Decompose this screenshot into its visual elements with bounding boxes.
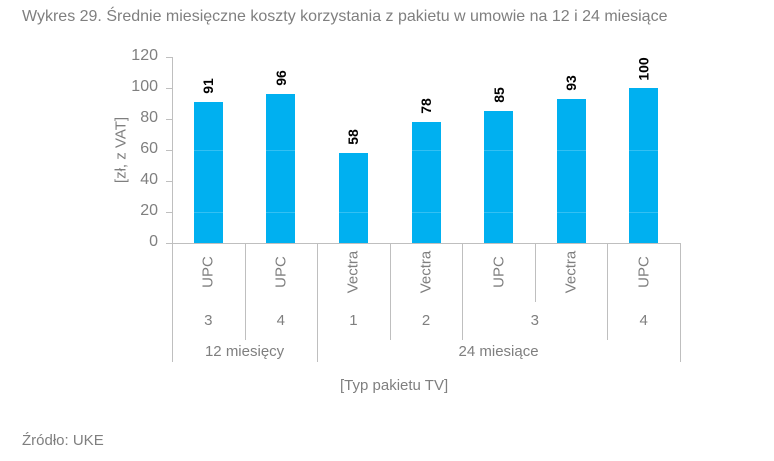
bar-gridline: [411, 211, 441, 213]
operator-label: UPC: [490, 256, 508, 288]
package-level-label: 4: [276, 312, 286, 329]
bar-gridline: [193, 211, 223, 213]
package-level-label: 1: [349, 312, 358, 329]
category-separator: [317, 243, 319, 302]
y-tick-label: 40: [140, 171, 158, 188]
bar-gridline: [556, 211, 586, 213]
package-level-label: 4: [639, 312, 648, 329]
bar-value-label: 96: [272, 70, 289, 86]
x-axis-line: [172, 243, 680, 244]
y-tick-mark: [166, 88, 172, 89]
category-separator: [607, 243, 609, 302]
group-separator: [680, 340, 681, 362]
group-separator: [317, 340, 319, 362]
operator-label: UPC: [272, 256, 290, 288]
operator-label: UPC: [635, 256, 653, 288]
bar-gridline: [484, 150, 514, 151]
y-tick-mark: [166, 181, 172, 182]
category-separator: [534, 243, 536, 302]
y-tick-mark: [166, 119, 172, 120]
package-separator: [389, 302, 391, 340]
bar-gridline: [629, 150, 659, 151]
y-tick-label: 20: [140, 202, 158, 219]
bar-value-label: 100: [635, 56, 652, 81]
package-level-label: 2: [421, 312, 431, 329]
y-tick-label: 60: [140, 140, 158, 157]
operator-label: Vectra: [417, 250, 435, 294]
y-axis-title: [zł, z VAT]: [112, 116, 130, 184]
chart-title: Wykres 29. Średnie miesięczne koszty kor…: [22, 8, 668, 25]
y-tick-label: 0: [149, 233, 158, 250]
package-separator: [680, 302, 681, 340]
bar-gridline: [629, 212, 659, 213]
bar-value-label: 91: [200, 78, 217, 94]
package-level-label: 3: [204, 312, 213, 329]
source-note: Źródło: UKE: [22, 432, 104, 449]
operator-label: UPC: [199, 256, 217, 288]
contract-group-label: 12 miesięcy: [204, 343, 285, 360]
category-separator: [172, 243, 173, 302]
group-separator: [172, 340, 173, 362]
y-tick-mark: [166, 57, 172, 58]
bar-value-label: 58: [345, 129, 362, 145]
y-tick-mark: [166, 150, 172, 151]
operator-label: Vectra: [344, 250, 362, 294]
bar-gridline: [338, 211, 368, 213]
bar: [266, 94, 296, 243]
bar: [484, 111, 514, 243]
bar: [629, 88, 659, 243]
bar-gridline: [411, 149, 441, 151]
package-separator: [172, 302, 173, 340]
y-tick-label: 120: [131, 47, 158, 64]
category-separator: [389, 243, 391, 302]
package-separator: [462, 302, 464, 340]
y-axis-line: [172, 57, 173, 243]
x-axis-title: [Typ pakietu TV]: [340, 377, 449, 394]
bar: [193, 101, 223, 243]
bar-gridline: [266, 149, 296, 151]
bar-gridline: [484, 212, 514, 213]
y-tick-label: 100: [131, 78, 158, 95]
operator-label: Vectra: [562, 250, 580, 294]
bar-gridline: [556, 149, 586, 151]
bar-value-label: 78: [417, 98, 434, 114]
bar: [411, 122, 441, 243]
package-separator: [607, 302, 609, 340]
category-separator: [244, 243, 246, 302]
package-level-label: 3: [530, 312, 540, 329]
category-separator: [680, 243, 681, 302]
contract-group-label: 24 miesiące: [458, 343, 539, 360]
y-tick-mark: [166, 243, 172, 244]
package-separator: [317, 302, 319, 340]
y-tick-label: 80: [140, 109, 158, 126]
bar: [556, 98, 586, 243]
bar-value-label: 85: [490, 87, 507, 104]
package-separator: [244, 302, 246, 340]
y-tick-mark: [166, 212, 172, 213]
bar-gridline: [266, 211, 296, 213]
bar: [338, 153, 368, 243]
bar-gridline: [193, 149, 223, 151]
category-separator: [462, 243, 464, 302]
bar-value-label: 93: [562, 75, 579, 91]
